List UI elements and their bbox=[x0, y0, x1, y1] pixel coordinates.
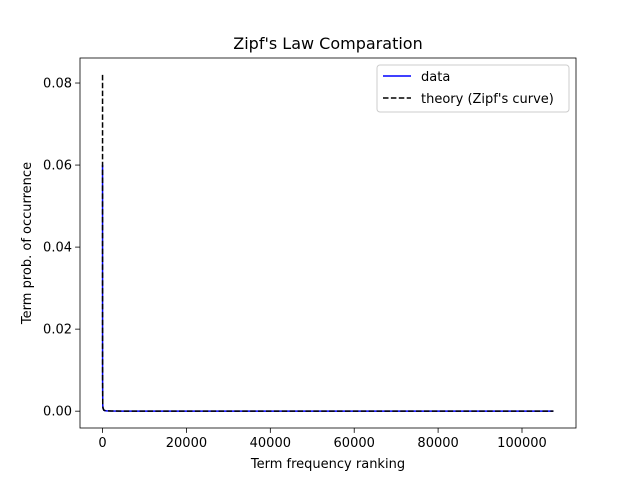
x-tick-label: 80000 bbox=[417, 436, 458, 451]
x-tick-label: 60000 bbox=[334, 436, 375, 451]
y-axis-label: Term prob. of occurrence bbox=[20, 162, 35, 325]
x-axis-label: Term frequency ranking bbox=[250, 457, 405, 472]
series-line-theory bbox=[101, 74, 554, 412]
y-tick-label: 0.04 bbox=[43, 241, 72, 256]
y-tick-label: 0.06 bbox=[43, 159, 72, 174]
y-tick-label: 0.08 bbox=[43, 77, 72, 92]
plot-area bbox=[101, 74, 554, 412]
y-ticks: 0.00 0.02 0.04 0.06 0.08 bbox=[43, 77, 80, 420]
axes-frame bbox=[79, 57, 577, 429]
legend-box bbox=[376, 64, 570, 113]
x-tick-label: 0 bbox=[98, 436, 106, 451]
x-ticks: 0 20000 40000 60000 80000 100000 bbox=[98, 428, 547, 451]
chart-title: Zipf's Law Comparation bbox=[233, 34, 422, 53]
x-tick-label: 20000 bbox=[166, 436, 207, 451]
legend: data theory (Zipf's curve) bbox=[376, 64, 570, 113]
y-tick-label: 0.00 bbox=[43, 405, 72, 420]
x-tick-label: 100000 bbox=[497, 436, 547, 451]
y-tick-label: 0.02 bbox=[43, 323, 72, 338]
legend-label-theory: theory (Zipf's curve) bbox=[421, 92, 554, 107]
legend-label-data: data bbox=[421, 70, 450, 85]
axes bbox=[79, 57, 577, 429]
x-tick-label: 40000 bbox=[250, 436, 291, 451]
